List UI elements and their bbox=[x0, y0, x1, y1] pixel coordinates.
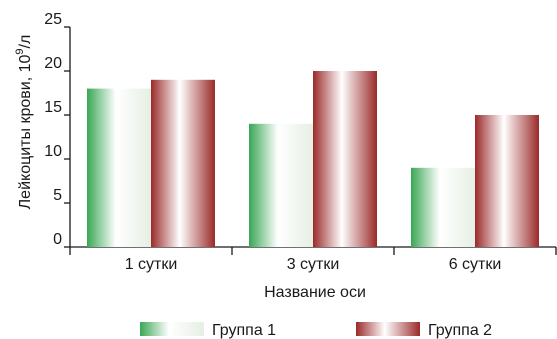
bar-1-3 bbox=[411, 167, 475, 247]
bar-2-3 bbox=[475, 115, 539, 247]
y-axis-title: Лейкоциты крови, 109/л bbox=[14, 35, 34, 210]
bar-2-2 bbox=[313, 71, 377, 247]
legend-swatch bbox=[356, 322, 420, 336]
bars bbox=[87, 71, 539, 247]
y-axis-title-main: Лейкоциты крови, 10 bbox=[17, 55, 34, 210]
y-tick-label: 5 bbox=[53, 187, 62, 204]
x-category-label: 3 сутки bbox=[287, 256, 340, 273]
legend-label: Группа 1 bbox=[212, 322, 276, 339]
y-axis-title-unit: /л bbox=[17, 35, 34, 49]
y-tick-label: 15 bbox=[44, 99, 62, 116]
bar-1-1 bbox=[87, 88, 151, 247]
y-tick-label: 10 bbox=[44, 143, 62, 160]
bar-1-2 bbox=[249, 123, 313, 247]
x-axis-title: Название оси bbox=[264, 284, 366, 301]
legend: Группа 1 Группа 2 bbox=[140, 322, 492, 339]
y-tick-label: 20 bbox=[44, 55, 62, 72]
y-tick-label: 0 bbox=[53, 231, 62, 248]
x-category-label: 1 сутки bbox=[125, 256, 178, 273]
x-category-label: 6 сутки bbox=[449, 256, 502, 273]
bar-2-1 bbox=[151, 79, 215, 247]
y-axis-title-superscript: 9 bbox=[14, 48, 26, 54]
legend-swatch bbox=[140, 322, 204, 336]
y-axis: 0 5 10 15 20 25 bbox=[44, 11, 71, 248]
legend-label: Группа 2 bbox=[428, 322, 492, 339]
y-tick-label: 25 bbox=[44, 11, 62, 28]
x-axis: 1 сутки 3 сутки 6 сутки bbox=[69, 246, 557, 273]
